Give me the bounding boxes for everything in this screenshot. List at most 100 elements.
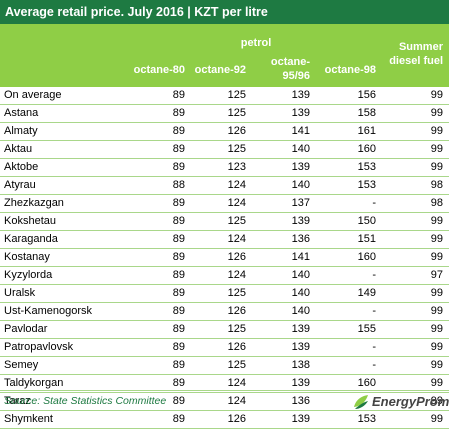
price-cell: 125 [191, 87, 252, 105]
price-cell: 140 [252, 176, 316, 195]
price-cell: 139 [252, 158, 316, 177]
table-row: Karaganda 89 124 136 151 99 [0, 230, 449, 249]
price-cell: 139 [252, 338, 316, 357]
price-cell: 139 [252, 374, 316, 393]
price-cell: 88 [132, 176, 191, 195]
price-cell: 98 [382, 194, 449, 213]
price-cell: 153 [316, 410, 382, 429]
price-cell: 97 [382, 266, 449, 285]
price-cell: 125 [191, 320, 252, 339]
header-diesel-line2: diesel fuel [389, 55, 443, 67]
price-cell: 158 [316, 104, 382, 123]
table-row: Pavlodar 89 125 139 155 99 [0, 320, 449, 339]
table-header: petrol octane-80 octane-92 octane- 95/96… [0, 24, 449, 87]
price-cell: 140 [252, 266, 316, 285]
price-cell: - [316, 266, 382, 285]
price-cell: 99 [382, 87, 449, 105]
price-cell: 151 [316, 230, 382, 249]
price-cell: 138 [252, 356, 316, 375]
city-name-cell: Aktobe [0, 158, 132, 177]
price-cell: 124 [191, 392, 252, 411]
header-petrol-group: petrol [240, 37, 272, 49]
price-cell: 99 [382, 356, 449, 375]
city-name-cell: Astana [0, 104, 132, 123]
city-name-cell: Pavlodar [0, 320, 132, 339]
price-cell: 99 [382, 320, 449, 339]
price-cell: 125 [191, 104, 252, 123]
table-bottom-rule [0, 390, 449, 391]
city-name-cell: Kyzylorda [0, 266, 132, 285]
price-cell: 99 [382, 230, 449, 249]
price-cell: 124 [191, 176, 252, 195]
price-cell: 153 [316, 158, 382, 177]
city-name-cell: On average [0, 87, 132, 105]
price-cell: 137 [252, 194, 316, 213]
price-cell: 89 [132, 320, 191, 339]
price-cell: 153 [316, 176, 382, 195]
price-cell: 89 [132, 302, 191, 321]
price-cell: 89 [132, 104, 191, 123]
city-name-cell: Almaty [0, 122, 132, 141]
city-name-cell: Taraz [0, 392, 132, 411]
price-cell: 149 [316, 284, 382, 303]
header-octane-98: octane-98 [324, 64, 376, 76]
price-cell: 89 [132, 122, 191, 141]
price-cell: 99 [382, 338, 449, 357]
city-name-cell: Zhezkazgan [0, 194, 132, 213]
price-cell: 89 [132, 87, 191, 105]
price-cell: 89 [132, 230, 191, 249]
price-cell: 125 [191, 140, 252, 159]
header-octane-80: octane-80 [133, 64, 185, 76]
price-cell: 155 [316, 320, 382, 339]
price-cell: 139 [252, 320, 316, 339]
price-cell: 89 [132, 356, 191, 375]
price-cell: 125 [191, 284, 252, 303]
price-cell: 99 [382, 212, 449, 231]
header-diesel-line1: Summer [398, 41, 443, 53]
price-cell: 140 [252, 302, 316, 321]
price-cell: 89 [132, 248, 191, 267]
price-cell: 89 [132, 212, 191, 231]
price-cell: 141 [252, 248, 316, 267]
table-row: Astana 89 125 139 158 99 [0, 104, 449, 123]
price-cell: 99 [382, 374, 449, 393]
price-cell: 126 [191, 302, 252, 321]
price-cell: 150 [316, 212, 382, 231]
table-row: Atyrau 88 124 140 153 98 [0, 176, 449, 195]
price-cell: - [316, 302, 382, 321]
table-row: Aktau 89 125 140 160 99 [0, 140, 449, 159]
price-cell: 160 [316, 248, 382, 267]
price-cell: 126 [191, 248, 252, 267]
table-row: Kostanay 89 126 141 160 99 [0, 248, 449, 267]
table-title: Average retail price. July 2016 | KZT pe… [0, 0, 449, 24]
table-row: Almaty 89 126 141 161 99 [0, 122, 449, 141]
price-cell: 99 [382, 104, 449, 123]
price-cell: 161 [316, 122, 382, 141]
price-cell: 140 [252, 284, 316, 303]
table-row: Aktobe 89 123 139 153 99 [0, 158, 449, 177]
price-cell: 126 [191, 338, 252, 357]
price-cell: 89 [132, 140, 191, 159]
table-row: Kyzylorda 89 124 140-97 [0, 266, 449, 285]
energyprom-leaf-icon [354, 395, 368, 409]
price-cell: 140 [252, 140, 316, 159]
table-row: Shymkent 89 126 139 153 99 [0, 410, 449, 429]
price-cell: 89 [132, 284, 191, 303]
city-name-cell: Taldykorgan [0, 374, 132, 393]
price-cell: 89 [132, 374, 191, 393]
header-octane-95-line1: octane- [270, 56, 310, 68]
table-body: On average 89 125 139 156 99 Astana 89 125 139 158… [0, 87, 449, 429]
price-cell: 139 [252, 212, 316, 231]
table-row: Taldykorgan 89 124 139 160 99 [0, 374, 449, 393]
table-row: Semey 89 125 138-99 [0, 356, 449, 375]
city-name-cell: Kokshetau [0, 212, 132, 231]
city-name-cell: Ust-Kamenogorsk [0, 302, 132, 321]
price-cell: - [316, 338, 382, 357]
price-cell: 124 [191, 266, 252, 285]
price-cell: 123 [191, 158, 252, 177]
price-cell: 99 [382, 302, 449, 321]
price-cell: 89 [132, 194, 191, 213]
price-cell: 136 [252, 230, 316, 249]
price-cell: 141 [252, 122, 316, 141]
